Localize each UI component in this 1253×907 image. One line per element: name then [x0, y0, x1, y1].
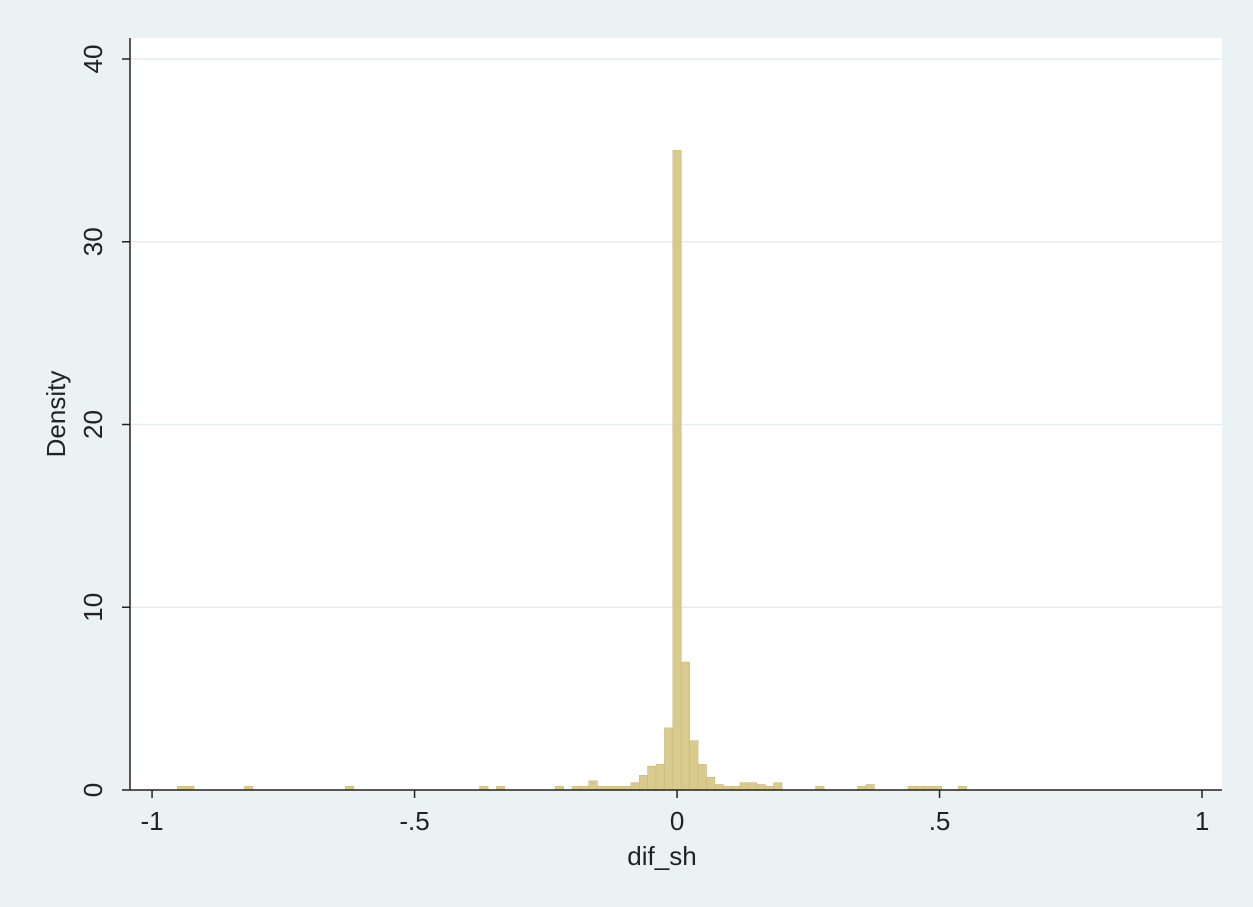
bar — [865, 784, 875, 791]
bar — [739, 782, 749, 791]
y-tick-label: 30 — [78, 227, 108, 256]
x-tick-label: -.5 — [399, 806, 429, 836]
x-tick-label: -1 — [140, 806, 163, 836]
bar — [756, 784, 766, 791]
y-tick-label: 10 — [78, 593, 108, 622]
bar — [748, 782, 758, 791]
bar — [588, 780, 598, 791]
bar — [697, 764, 707, 791]
bar — [773, 782, 783, 791]
bar — [638, 775, 648, 791]
y-axis-label: Density — [41, 371, 71, 458]
bar — [672, 150, 682, 791]
x-tick-label: 1 — [1195, 806, 1209, 836]
y-tick-label: 40 — [78, 45, 108, 74]
bar — [680, 661, 690, 791]
bar — [655, 764, 665, 791]
bar — [689, 740, 699, 791]
x-tick-label: 0 — [670, 806, 684, 836]
x-tick-label: .5 — [929, 806, 951, 836]
bar — [664, 727, 674, 791]
bar — [630, 782, 640, 791]
y-tick-label: 20 — [78, 410, 108, 439]
bar — [647, 765, 657, 791]
bar — [714, 784, 724, 791]
x-axis-label: dif_sh — [627, 841, 696, 871]
bar — [706, 776, 716, 791]
y-tick-label: 0 — [78, 783, 108, 797]
